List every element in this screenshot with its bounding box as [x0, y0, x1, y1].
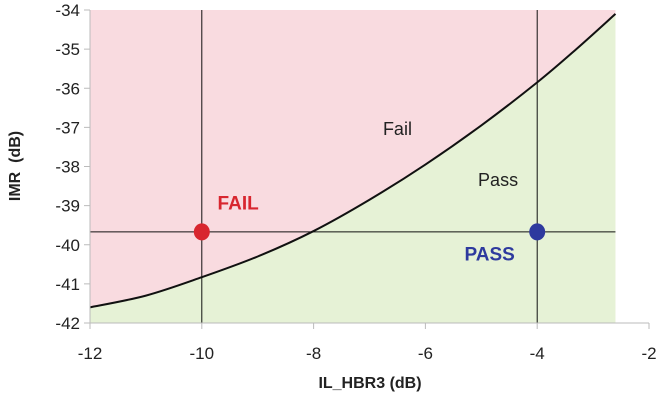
x-tick-label: -6: [418, 344, 433, 363]
axes: [84, 9, 650, 329]
x-tick-label: -10: [190, 344, 215, 363]
points: FAIL PASS: [193, 194, 546, 265]
y-axis-label: IMR (dB): [7, 131, 24, 201]
region-label-pass: Pass: [478, 170, 518, 190]
y-tick-label: -37: [55, 118, 80, 137]
y-tick-label: -36: [55, 79, 80, 98]
region-labels: Fail Pass: [383, 119, 518, 190]
y-tick-label: -41: [55, 275, 80, 294]
x-tick-label: -4: [530, 344, 545, 363]
y-tick-label: -35: [55, 40, 80, 59]
y-tick-label: -40: [55, 236, 80, 255]
boundary-curve: [89, 13, 617, 309]
x-tick-label: -12: [78, 344, 103, 363]
x-axis-label: IL_HBR3 (dB): [318, 375, 421, 392]
reference-lines: [90, 10, 616, 323]
point-fail: [193, 223, 210, 241]
y-tick-label: -38: [55, 158, 80, 177]
y-tick-label: -39: [55, 197, 80, 216]
x-tick-label: -8: [306, 344, 321, 363]
point-label-pass: PASS: [465, 244, 515, 265]
tick-labels: -12 -10 -8 -6 -4 -2 -34 -35 -36 -37 -38 -39 -40 -41 -4…: [55, 1, 656, 363]
regions: [90, 10, 616, 323]
region-label-fail: Fail: [383, 119, 412, 139]
y-tick-label: -34: [55, 1, 80, 20]
x-tick-label: -2: [641, 344, 656, 363]
point-pass: [529, 223, 546, 241]
point-label-fail: FAIL: [218, 194, 260, 215]
y-tick-label: -42: [55, 314, 80, 333]
pass-region: [90, 13, 616, 323]
